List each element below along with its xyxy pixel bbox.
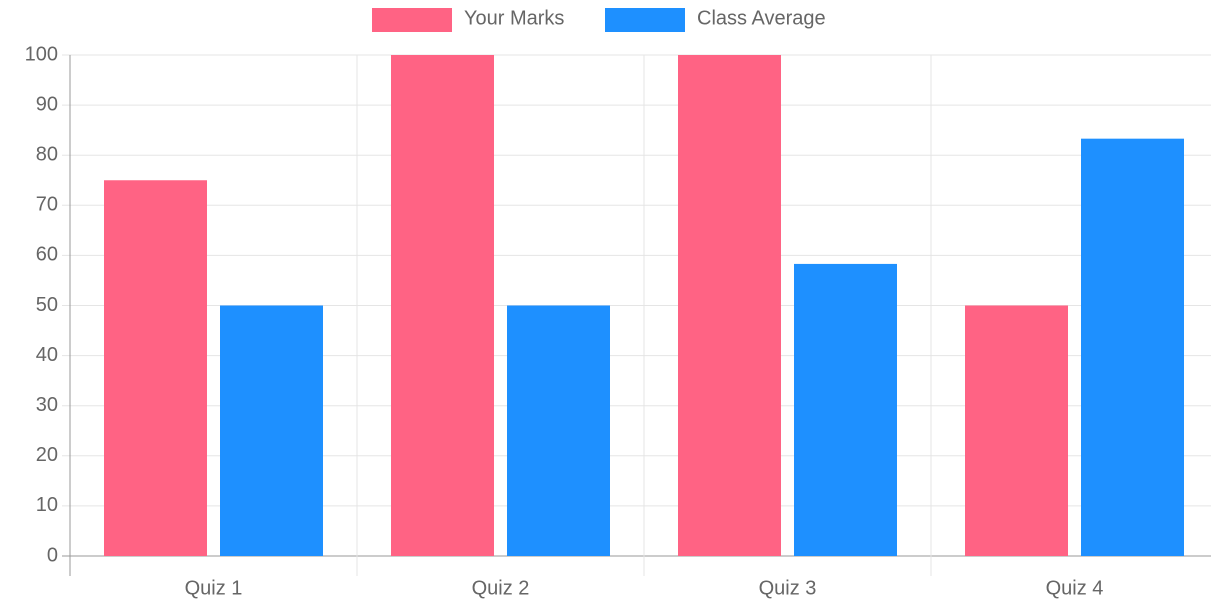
bar xyxy=(104,180,207,556)
legend-label: Class Average xyxy=(697,7,826,29)
bar xyxy=(965,305,1068,556)
bar xyxy=(391,55,494,556)
legend-swatch xyxy=(372,8,452,32)
bar xyxy=(678,55,781,556)
bar xyxy=(220,305,323,556)
y-tick-label: 30 xyxy=(36,394,58,416)
y-tick-label: 60 xyxy=(36,244,58,266)
y-tick-label: 70 xyxy=(36,194,58,216)
legend-swatch xyxy=(605,8,685,32)
y-tick-label: 100 xyxy=(25,43,58,65)
x-tick-label: Quiz 4 xyxy=(1046,577,1104,599)
bar xyxy=(1081,138,1184,557)
y-tick-label: 0 xyxy=(47,544,58,566)
bar xyxy=(507,305,610,556)
y-tick-label: 80 xyxy=(36,143,58,165)
y-tick-label: 90 xyxy=(36,93,58,115)
x-tick-label: Quiz 2 xyxy=(472,577,530,599)
y-tick-label: 40 xyxy=(36,344,58,366)
x-tick-label: Quiz 1 xyxy=(185,577,243,599)
bar xyxy=(794,263,897,556)
y-tick-label: 20 xyxy=(36,444,58,466)
y-tick-label: 50 xyxy=(36,294,58,316)
legend-label: Your Marks xyxy=(464,7,564,29)
y-tick-label: 10 xyxy=(36,494,58,516)
x-tick-label: Quiz 3 xyxy=(759,577,817,599)
